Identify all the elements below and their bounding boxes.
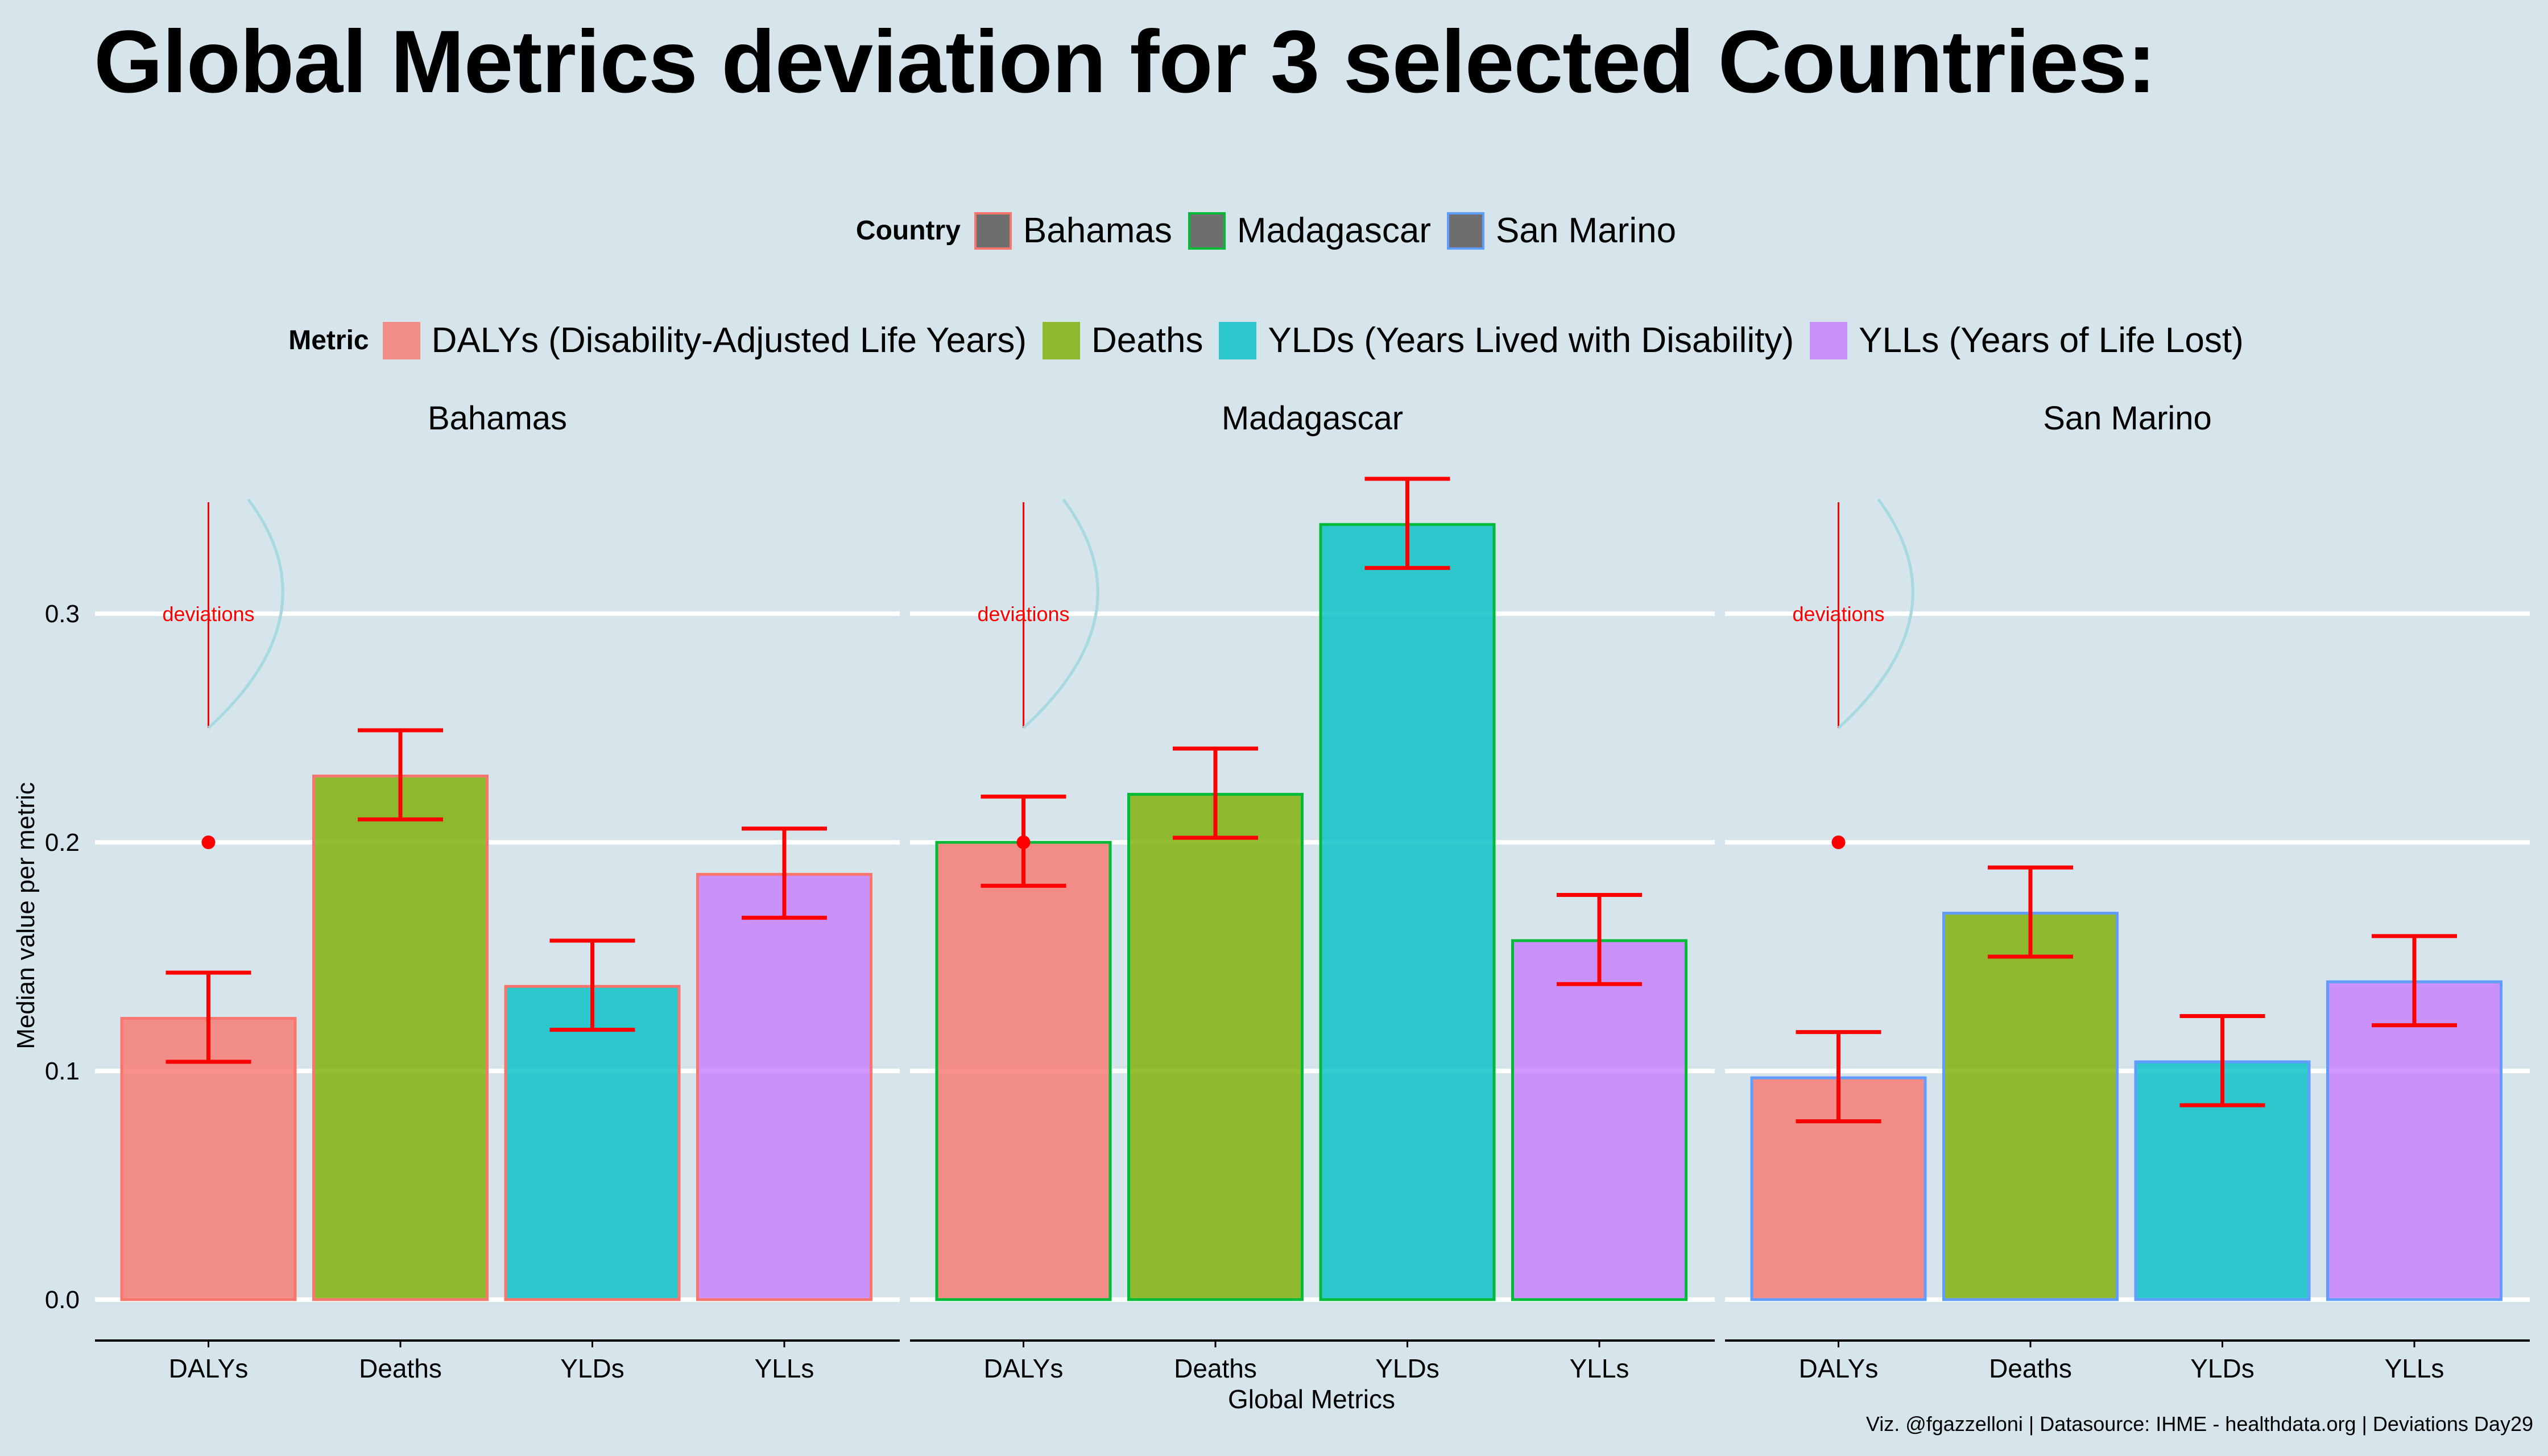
legend-key-ylds bbox=[1219, 321, 1257, 359]
legend-country-title: Country bbox=[855, 216, 961, 246]
x-tick-label-deaths: Deaths bbox=[359, 1354, 442, 1383]
x-tick-label-ylls: YLLs bbox=[1570, 1354, 1629, 1383]
bar-san-marino-ylls bbox=[2326, 980, 2502, 1301]
annotation-point bbox=[1831, 835, 1846, 849]
caption: Viz. @fgazzelloni | Datasource: IHME - h… bbox=[1866, 1412, 2533, 1436]
annotation-point bbox=[1016, 835, 1031, 849]
x-tick-label-ylls: YLLs bbox=[2385, 1354, 2444, 1383]
legend-label-san-marino: San Marino bbox=[1496, 211, 1677, 250]
chart-title: Global Metrics deviation for 3 selected … bbox=[94, 13, 2157, 111]
x-tick-label-ylds: YLDs bbox=[1375, 1354, 1439, 1383]
bar-madagascar-ylls bbox=[1511, 939, 1687, 1301]
x-axis-title: Global Metrics bbox=[1228, 1384, 1395, 1414]
y-tick-label: 0.0 bbox=[45, 1286, 80, 1314]
x-tick-label-ylls: YLLs bbox=[755, 1354, 814, 1383]
x-tick-label-ylds: YLDs bbox=[560, 1354, 624, 1383]
legend-label-madagascar: Madagascar bbox=[1236, 211, 1432, 250]
legend-country: Country Bahamas Madagascar San Marino bbox=[0, 210, 2548, 251]
annotation-text: deviations bbox=[1792, 602, 1884, 626]
legend-item-deaths: Deaths bbox=[1043, 320, 1203, 361]
x-tick-label-ylds: YLDs bbox=[2190, 1354, 2254, 1383]
legend-key-dalys bbox=[382, 321, 420, 359]
y-tick-label: 0.2 bbox=[45, 829, 80, 857]
x-tick-label-dalys: DALYs bbox=[984, 1354, 1064, 1383]
bar-san-marino-deaths bbox=[1942, 912, 2119, 1301]
bar-madagascar-deaths bbox=[1127, 793, 1304, 1301]
panel-title-madagascar: Madagascar bbox=[1222, 400, 1403, 437]
panel-title-san-marino: San Marino bbox=[2043, 400, 2212, 437]
annotation-text: deviations bbox=[977, 602, 1069, 626]
y-axis-title: Median value per metric bbox=[12, 782, 40, 1049]
bar-bahamas-ylds bbox=[504, 985, 681, 1301]
y-tick-label: 0.1 bbox=[45, 1057, 80, 1085]
legend-item-bahamas: Bahamas bbox=[974, 210, 1172, 251]
annotation-arc bbox=[207, 498, 284, 729]
annotation-text: deviations bbox=[162, 602, 254, 626]
legend-key-san-marino bbox=[1447, 212, 1485, 250]
legend-key-ylls bbox=[1810, 321, 1848, 359]
panel-title-bahamas: Bahamas bbox=[428, 400, 567, 437]
x-tick-label-dalys: DALYs bbox=[169, 1354, 249, 1383]
legend-item-madagascar: Madagascar bbox=[1188, 210, 1431, 251]
legend-metric-title: Metric bbox=[288, 325, 369, 355]
bar-bahamas-ylls bbox=[696, 872, 872, 1301]
x-tick-label-deaths: Deaths bbox=[1989, 1354, 2072, 1383]
legend-key-deaths bbox=[1043, 321, 1081, 359]
legend-label-dalys: DALYs (Disability-Adjusted Life Years) bbox=[431, 321, 1027, 360]
annotation-arc bbox=[1837, 498, 1914, 729]
legend-label-deaths: Deaths bbox=[1091, 321, 1203, 360]
legend-item-san-marino: San Marino bbox=[1447, 210, 1676, 251]
legend-key-bahamas bbox=[974, 212, 1012, 250]
legend-label-bahamas: Bahamas bbox=[1023, 211, 1172, 250]
x-tick-label-dalys: DALYs bbox=[1799, 1354, 1879, 1383]
bar-bahamas-dalys bbox=[120, 1017, 297, 1301]
annotation-point bbox=[201, 835, 216, 849]
bar-madagascar-dalys bbox=[935, 841, 1112, 1301]
legend-key-madagascar bbox=[1188, 212, 1226, 250]
bar-bahamas-deaths bbox=[312, 774, 489, 1301]
x-tick-label-deaths: Deaths bbox=[1174, 1354, 1257, 1383]
legend-label-ylls: YLLs (Years of Life Lost) bbox=[1859, 321, 2244, 360]
legend-label-ylds: YLDs (Years Lived with Disability) bbox=[1268, 321, 1794, 360]
legend-item-ylls: YLLs (Years of Life Lost) bbox=[1810, 320, 2244, 361]
bar-madagascar-ylds bbox=[1319, 523, 1496, 1301]
legend-item-dalys: DALYs (Disability-Adjusted Life Years) bbox=[382, 320, 1027, 361]
legend-item-ylds: YLDs (Years Lived with Disability) bbox=[1219, 320, 1794, 361]
y-tick-label: 0.3 bbox=[45, 600, 80, 628]
annotation-arc bbox=[1022, 498, 1099, 729]
legend-metric: Metric DALYs (Disability-Adjusted Life Y… bbox=[0, 320, 2548, 361]
